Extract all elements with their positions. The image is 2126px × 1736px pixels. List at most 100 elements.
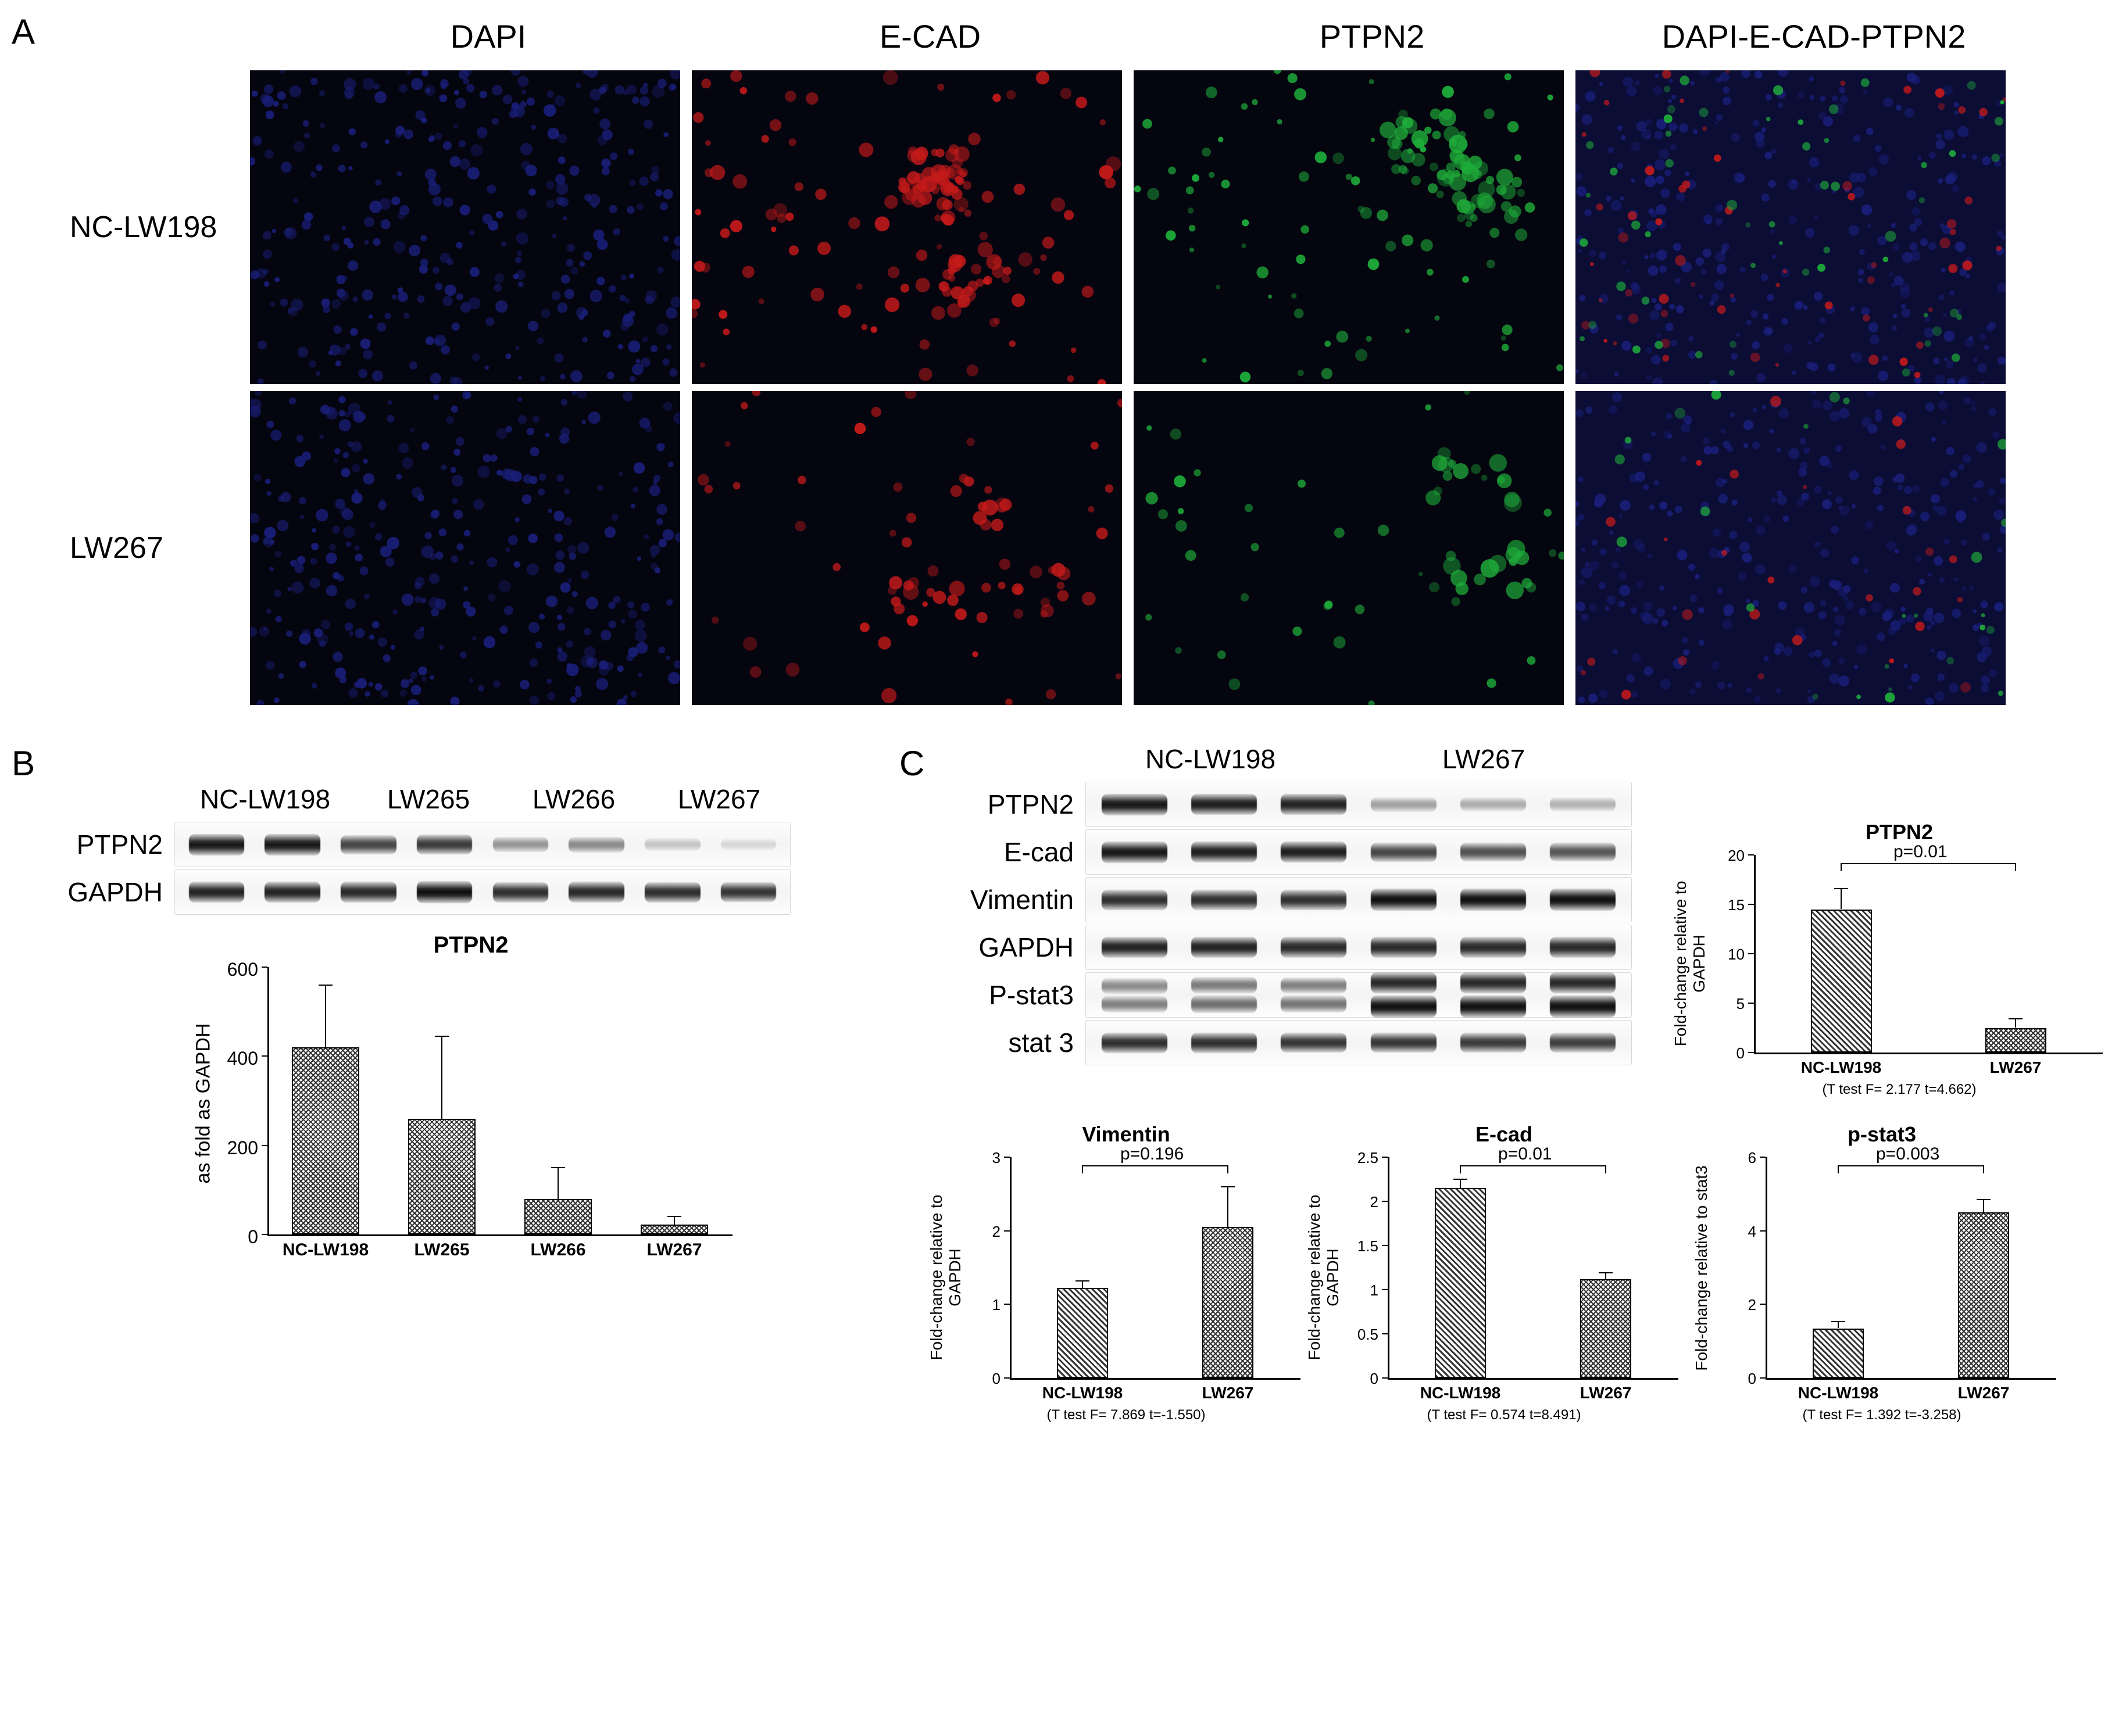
- ytick-label: 10: [1684, 946, 1745, 964]
- ytick-label: 0: [1684, 1044, 1745, 1062]
- row-label: NC-LW198: [47, 210, 244, 245]
- chart-title: Vimentin: [940, 1122, 1312, 1147]
- panel-a-label: A: [12, 12, 47, 708]
- bar: [641, 1225, 708, 1234]
- ytick-label: 600: [198, 959, 258, 980]
- bar: [1811, 910, 1872, 1053]
- micrograph: [1575, 391, 2006, 705]
- blot-strip: [1085, 925, 1632, 970]
- blot-label: GAPDH: [12, 876, 174, 908]
- col-header: E-CAD: [709, 12, 1151, 67]
- blot-row: GAPDH: [940, 925, 1649, 970]
- panel-a-header: DAPI E-CAD PTPN2 DAPI-E-CAD-PTPN2: [267, 12, 2114, 67]
- panel-a-row: NC-LW198: [47, 67, 2114, 388]
- panel-b-chart: PTPN2as fold as GAPDH0200400600NC-LW198L…: [198, 932, 744, 1293]
- blot-label: GAPDH: [940, 932, 1085, 963]
- chart-pstat3: p-stat3Fold-change relative to stat30246…: [1696, 1122, 2068, 1436]
- col-header: DAPI-E-CAD-PTPN2: [1593, 12, 2035, 67]
- micrograph: [250, 70, 680, 384]
- ytick-label: 2.5: [1318, 1149, 1378, 1167]
- bar: [1985, 1028, 2046, 1053]
- xcat-label: LW266: [500, 1240, 616, 1260]
- bar: [1813, 1329, 1864, 1379]
- xcat-label: LW267: [1155, 1384, 1300, 1402]
- xcat-label: LW267: [1911, 1384, 2056, 1402]
- panel-a-row: LW267: [47, 388, 2114, 708]
- bar: [1958, 1212, 2009, 1378]
- blot-header-cell: NC-LW198: [1074, 743, 1347, 775]
- xcat-label: NC-LW198: [1010, 1384, 1155, 1402]
- figure-container: A DAPI E-CAD PTPN2 DAPI-E-CAD-PTPN2 NC-L…: [12, 12, 2114, 1436]
- panel-b-blots: PTPN2 GAPDH: [12, 822, 876, 915]
- bar: [1435, 1188, 1486, 1378]
- blot-header-cell: LW265: [356, 783, 501, 815]
- chart-vimentin: VimentinFold-change relative to GAPDH012…: [940, 1122, 1312, 1436]
- chart-title: PTPN2: [1684, 820, 2114, 844]
- ttest-label: (T test F= 2.177 t=4.662): [1684, 1082, 2114, 1098]
- ytick-label: 1.5: [1318, 1237, 1378, 1255]
- xcat-label: NC-LW198: [1766, 1384, 1911, 1402]
- ytick-label: 0: [940, 1370, 1001, 1388]
- chart-ylabel: Fold-change relative to GAPDH: [927, 1167, 964, 1388]
- blot-strip: [1085, 1020, 1632, 1065]
- pvalue-label: p=0.196: [1120, 1144, 1184, 1164]
- ytick-label: 1: [1318, 1282, 1378, 1300]
- col-header: PTPN2: [1151, 12, 1593, 67]
- blot-row: PTPN2: [12, 822, 876, 867]
- bar: [1580, 1279, 1631, 1378]
- blot-strip: [174, 822, 791, 867]
- ttest-label: (T test F= 1.392 t=-3.258): [1696, 1407, 2068, 1423]
- blot-strip: [1085, 782, 1632, 827]
- ytick-label: 2: [1318, 1193, 1378, 1211]
- chart-ecad: E-cadFold-change relative to GAPDH00.511…: [1318, 1122, 1690, 1436]
- ttest-label: (T test F= 0.574 t=8.491): [1318, 1407, 1690, 1423]
- panel-c: C NC-LW198 LW267 PTPN2E-cadVimentinGAPDH…: [899, 743, 2114, 1436]
- panel-a-grid: NC-LW198 LW267: [47, 67, 2114, 708]
- col-header: DAPI: [267, 12, 709, 67]
- ytick-label: 1: [940, 1296, 1001, 1314]
- panel-c-blots: PTPN2E-cadVimentinGAPDHP-stat3stat 3: [940, 779, 1649, 1111]
- bar: [1057, 1288, 1108, 1378]
- chart-ylabel: Fold-change relative to stat3: [1692, 1158, 1711, 1379]
- micrograph: [692, 70, 1122, 384]
- blot-label: E-cad: [940, 836, 1085, 868]
- blot-label: Vimentin: [940, 884, 1085, 915]
- panel-b: B NC-LW198 LW265 LW266 LW267 PTPN2GAPDH …: [12, 743, 876, 1436]
- blot-label: P-stat3: [940, 979, 1085, 1011]
- blot-row: E-cad: [940, 829, 1649, 875]
- ytick-label: 3: [940, 1149, 1001, 1167]
- ytick-label: 15: [1684, 896, 1745, 914]
- ytick-label: 2: [1696, 1296, 1756, 1314]
- blot-header-cell: NC-LW198: [174, 783, 356, 815]
- ttest-label: (T test F= 7.869 t=-1.550): [940, 1407, 1312, 1423]
- ytick-label: 0.5: [1318, 1326, 1378, 1344]
- blot-strip: [174, 869, 791, 915]
- blot-header-cell: LW267: [1347, 743, 1620, 775]
- xcat-label: NC-LW198: [267, 1240, 384, 1260]
- blot-label: PTPN2: [12, 829, 174, 860]
- bar: [1202, 1227, 1253, 1378]
- blot-row: GAPDH: [12, 869, 876, 915]
- xcat-label: LW267: [616, 1240, 733, 1260]
- blot-strip: [1085, 829, 1632, 875]
- chart-title: p-stat3: [1696, 1122, 2068, 1147]
- ytick-label: 2: [940, 1223, 1001, 1241]
- blot-row: Vimentin: [940, 877, 1649, 922]
- panel-b-label: B: [12, 743, 876, 783]
- bar: [292, 1047, 359, 1234]
- chart-ylabel: as fold as GAPDH: [192, 970, 215, 1237]
- row-label: LW267: [47, 531, 244, 565]
- ytick-label: 20: [1684, 847, 1745, 865]
- ytick-label: 4: [1696, 1223, 1756, 1241]
- micrograph: [250, 391, 680, 705]
- chart-title: PTPN2: [198, 932, 744, 958]
- bar: [524, 1199, 592, 1234]
- ytick-label: 400: [198, 1048, 258, 1069]
- blot-row: PTPN2: [940, 782, 1649, 827]
- ytick-label: 6: [1696, 1149, 1756, 1167]
- pvalue-label: p=0.01: [1498, 1144, 1552, 1164]
- micrograph: [1134, 391, 1564, 705]
- xcat-label: LW267: [1928, 1058, 2103, 1077]
- xcat-label: NC-LW198: [1388, 1384, 1533, 1402]
- bar: [408, 1119, 476, 1234]
